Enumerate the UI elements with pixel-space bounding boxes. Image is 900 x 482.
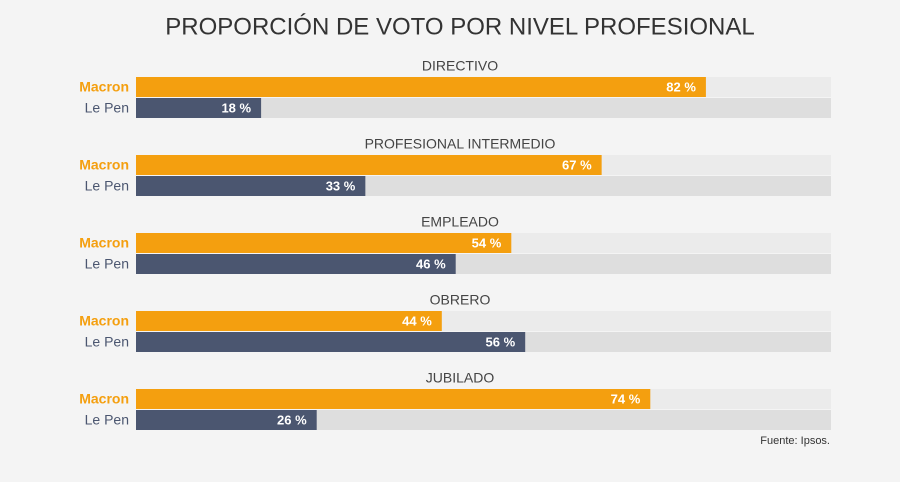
- bar-track: [136, 98, 831, 118]
- series-label: Le Pen: [85, 178, 129, 194]
- value-label: 74 %: [611, 391, 641, 406]
- chart-title: PROPORCIÓN DE VOTO POR NIVEL PROFESIONAL: [165, 13, 754, 40]
- value-label: 56 %: [486, 334, 516, 349]
- bar: [136, 311, 442, 331]
- series-label: Macron: [79, 235, 129, 251]
- bar: [136, 155, 602, 175]
- bar: [136, 332, 526, 352]
- value-label: 18 %: [221, 100, 251, 115]
- series-label: Macron: [79, 391, 129, 407]
- bar: [136, 233, 512, 253]
- value-label: 33 %: [326, 178, 356, 193]
- series-label: Macron: [79, 157, 129, 173]
- series-label: Macron: [79, 313, 129, 329]
- bar: [136, 98, 262, 118]
- category-label: EMPLEADO: [421, 214, 499, 230]
- value-label: 44 %: [402, 313, 432, 328]
- category-label: PROFESIONAL INTERMEDIO: [365, 136, 556, 152]
- bar: [136, 254, 456, 274]
- category-label: JUBILADO: [426, 370, 495, 386]
- value-label: 54 %: [472, 235, 502, 250]
- series-label: Le Pen: [85, 256, 129, 272]
- bar: [136, 77, 706, 97]
- value-label: 26 %: [277, 412, 307, 427]
- category-label: OBRERO: [430, 292, 491, 308]
- value-label: 82 %: [666, 79, 696, 94]
- series-label: Macron: [79, 79, 129, 95]
- source: Fuente: Ipsos.: [760, 435, 830, 447]
- series-label: Le Pen: [85, 412, 129, 428]
- value-label: 67 %: [562, 157, 592, 172]
- bar: [136, 410, 317, 430]
- category-label: DIRECTIVO: [422, 58, 498, 74]
- value-label: 46 %: [416, 256, 446, 271]
- series-label: Le Pen: [85, 100, 129, 116]
- series-label: Le Pen: [85, 334, 129, 350]
- bar: [136, 389, 651, 409]
- bar: [136, 176, 366, 196]
